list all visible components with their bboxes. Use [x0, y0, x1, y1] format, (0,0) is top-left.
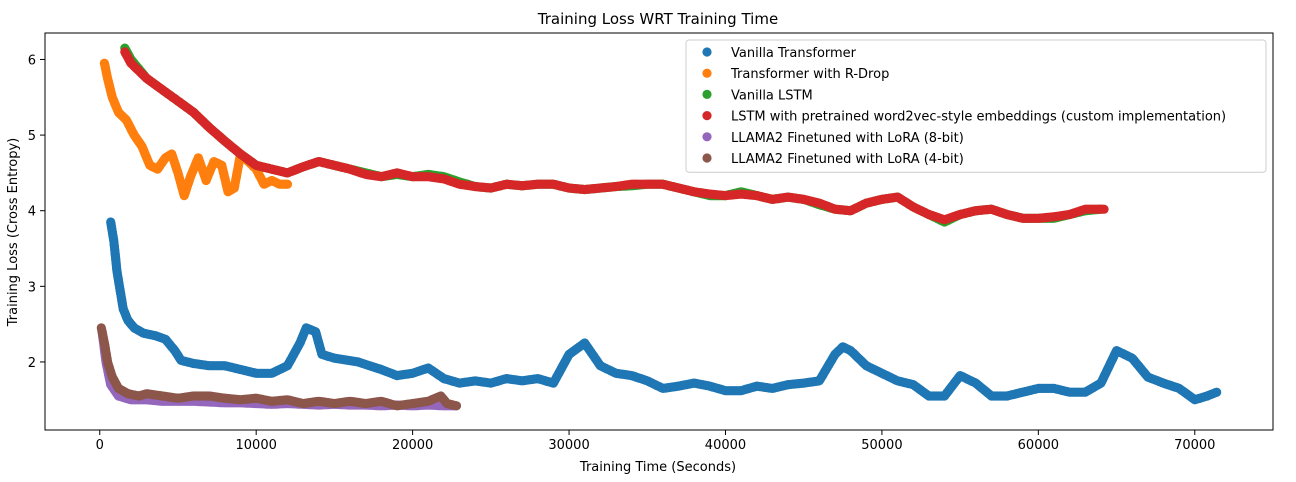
- legend-marker: [702, 153, 712, 163]
- data-point: [282, 179, 293, 189]
- x-axis: 0 10000 20000 30000 40000 50000 60000 70000: [96, 430, 1215, 453]
- series-1: [106, 217, 1222, 405]
- legend-label: Vanilla LSTM: [731, 88, 813, 103]
- legend-label: Vanilla Transformer: [731, 46, 857, 61]
- y-tick-label: 6: [28, 53, 36, 68]
- legend-label: Transformer with R-Drop: [730, 67, 889, 82]
- y-tick-label: 3: [28, 280, 36, 295]
- y-axis-label: Training Loss (Cross Entropy): [6, 138, 21, 328]
- series-4: [120, 47, 1109, 225]
- legend: Vanilla Transformer Transformer with R-Dr…: [685, 39, 1267, 173]
- y-axis: 2 3 4 5 6: [28, 53, 45, 371]
- x-tick-label: 10000: [236, 438, 277, 453]
- x-tick-label: 30000: [548, 438, 589, 453]
- legend-label: LLAMA2 Finetuned with LoRA (8-bit): [731, 131, 964, 146]
- x-tick-label: 40000: [705, 438, 746, 453]
- x-tick-label: 50000: [861, 438, 902, 453]
- x-tick-label: 20000: [392, 438, 433, 453]
- legend-marker: [702, 132, 712, 142]
- y-tick-label: 5: [28, 129, 36, 144]
- series-6: [96, 323, 462, 411]
- series-layer: [96, 43, 1222, 411]
- legend-marker: [702, 47, 712, 57]
- legend-label: LLAMA2 Finetuned with LoRA (4-bit): [731, 152, 964, 167]
- y-tick-label: 4: [28, 205, 36, 220]
- legend-box: [685, 39, 1267, 173]
- x-axis-label: Training Time (Seconds): [579, 460, 736, 475]
- legend-marker: [702, 111, 712, 121]
- data-point: [451, 401, 462, 411]
- plot-frame: [44, 32, 1274, 431]
- x-tick-label: 0: [96, 438, 104, 453]
- data-point: [1212, 387, 1222, 397]
- chart-title: Training Loss WRT Training Time: [537, 10, 778, 28]
- data-point: [1099, 204, 1109, 214]
- legend-marker: [702, 68, 712, 78]
- x-tick-label: 70000: [1174, 438, 1215, 453]
- legend-label: LSTM with pretrained word2vec-style embe…: [731, 110, 1226, 125]
- x-tick-label: 60000: [1018, 438, 1059, 453]
- legend-marker: [702, 89, 712, 99]
- y-tick-label: 2: [28, 356, 36, 371]
- series-2: [99, 58, 293, 201]
